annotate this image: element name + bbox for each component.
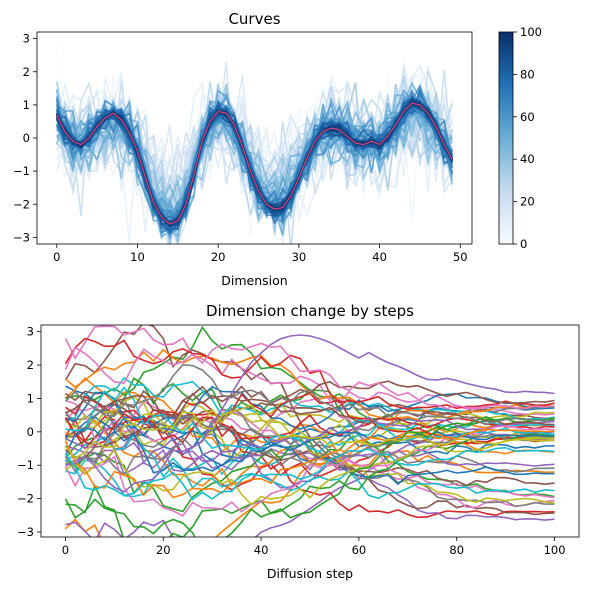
steps-ytick-label: 1 <box>27 391 34 405</box>
colorbar-ticks: 0 20 40 60 80 100 <box>513 25 542 251</box>
steps-xtick-label: 60 <box>352 543 367 557</box>
colorbar-tick-label: 40 <box>520 152 535 166</box>
curves-xlabel: Dimension <box>221 273 287 288</box>
colorbar-tick-label: 20 <box>520 195 535 209</box>
colorbar-tick-label: 100 <box>520 25 542 39</box>
curves-ytick-label: 1 <box>23 98 30 112</box>
curves-ytick-label: −1 <box>13 164 30 178</box>
curves-y-axis: −3 −2 −1 0 1 2 3 <box>13 32 37 245</box>
steps-ytick-label: 0 <box>27 425 34 439</box>
curves-ytick-label: 2 <box>23 65 30 79</box>
steps-xtick-label: 100 <box>544 543 566 557</box>
steps-y-axis: −3 −2 −1 0 1 2 3 <box>17 325 41 539</box>
curves-xtick-label: 40 <box>372 250 387 264</box>
curves-ytick-label: 0 <box>23 131 30 145</box>
steps-ytick-label: −3 <box>17 525 34 539</box>
steps-ytick-label: 3 <box>27 325 34 339</box>
curves-xtick-label: 50 <box>453 250 468 264</box>
colorbar-tick-label: 60 <box>520 110 535 124</box>
steps-xtick-label: 20 <box>156 543 171 557</box>
steps-ytick-label: 2 <box>27 358 34 372</box>
curves-plot: Curves 0 10 20 30 40 50 −3 −2 −1 0 1 2 3 Dimension <box>13 10 472 288</box>
curves-xtick-label: 10 <box>130 250 145 264</box>
colorbar-gradient <box>499 32 513 244</box>
colorbar-tick-label: 80 <box>520 67 535 81</box>
curves-xtick-label: 30 <box>292 250 307 264</box>
steps-x-axis: 0 20 40 60 80 100 <box>62 537 566 557</box>
steps-ytick-label: −2 <box>17 492 34 506</box>
curves-title: Curves <box>228 10 280 28</box>
curves-ytick-label: −2 <box>13 197 30 211</box>
curves-x-axis: 0 10 20 30 40 50 <box>53 244 468 264</box>
steps-xtick-label: 80 <box>449 543 464 557</box>
steps-plot: Dimension change by steps 0 20 40 60 80 100 −… <box>17 302 579 581</box>
curves-xtick-label: 20 <box>211 250 226 264</box>
steps-xtick-label: 0 <box>62 543 69 557</box>
steps-xlabel: Diffusion step <box>267 566 353 581</box>
colorbar: 0 20 40 60 80 100 <box>499 25 542 251</box>
curves-ytick-label: 3 <box>23 32 30 46</box>
steps-xtick-label: 40 <box>254 543 269 557</box>
curves-ytick-label: −3 <box>13 230 30 244</box>
colorbar-tick-label: 0 <box>520 237 527 251</box>
curves-xtick-label: 0 <box>53 250 60 264</box>
steps-title: Dimension change by steps <box>206 302 414 320</box>
steps-ytick-label: −1 <box>17 458 34 472</box>
